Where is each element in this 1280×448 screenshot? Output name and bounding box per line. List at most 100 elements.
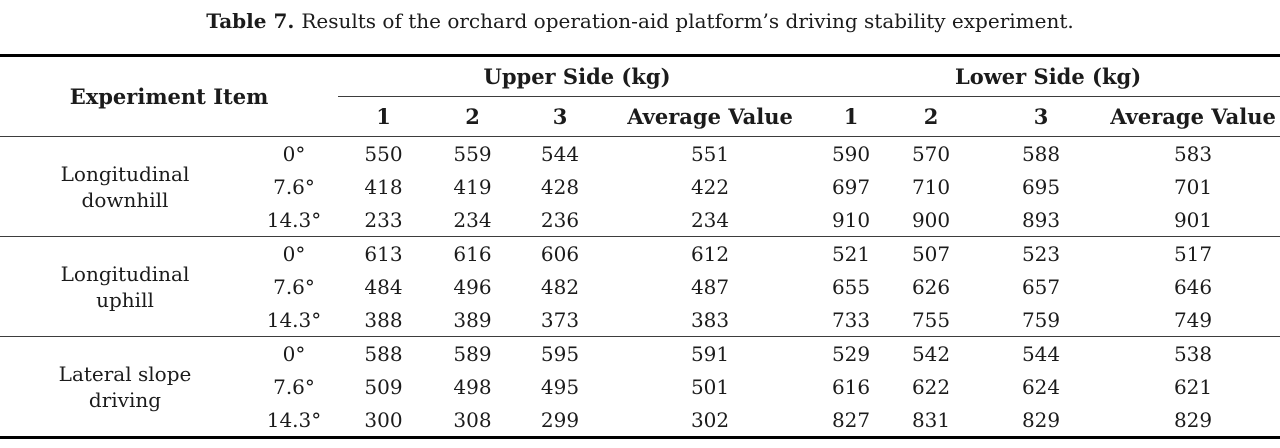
value-cell: 373 [540, 307, 580, 332]
header-row-groups: Experiment Item Upper Side (kg) Lower Si… [0, 55, 1280, 137]
value-cell: 910 [831, 207, 871, 232]
value-cell: 606 [516, 236, 605, 270]
value-cell: 759 [1021, 307, 1061, 332]
value-cell: 234 [453, 207, 492, 232]
table-header: Experiment Item Upper Side (kg) Lower Si… [0, 55, 1280, 137]
header-lower-2: 2 [886, 96, 977, 137]
value-cell: 308 [453, 407, 492, 432]
value-cell: 428 [540, 174, 580, 199]
results-table: Experiment Item Upper Side (kg) Lower Si… [0, 54, 1280, 439]
value-cell: 612 [604, 236, 817, 270]
header-upper-2: 2 [429, 96, 517, 137]
value-cell: 893 [1021, 207, 1061, 232]
value-cell: 733 [831, 307, 871, 332]
value-cell: 829 [1173, 407, 1213, 432]
table-row: Lateral slope driving 0° 588 589 595 591… [0, 336, 1280, 438]
angle-cell: 7.6° [273, 174, 315, 199]
table-row: 14.3° 388 389 373 383 733 755 759 749 [0, 303, 1280, 337]
value-cell: 529 [816, 336, 887, 370]
angle-cell: 7.6° [273, 274, 315, 299]
value-cell: 590 [831, 141, 871, 166]
value-cell: 710 [911, 174, 951, 199]
value-cell: 621 [1173, 374, 1213, 399]
value-cell: 302 [690, 407, 730, 432]
header-upper-1: 1 [338, 96, 430, 137]
value-cell: 487 [690, 274, 730, 299]
value-cell: 624 [1021, 374, 1061, 399]
value-cell: 588 [338, 336, 430, 370]
value-cell: 383 [690, 307, 730, 332]
header-row-subcols: 1 2 3 Average Value 1 2 3 Average Value [0, 96, 1280, 137]
value-cell: 749 [1173, 307, 1213, 332]
angle-cell: 14.3° [266, 207, 322, 232]
value-cell: 616 [831, 374, 871, 399]
table-row: 14.3° 233 234 236 234 910 900 893 901 [0, 203, 1280, 237]
value-cell: 300 [364, 407, 403, 432]
header-lower-average: Average Value [1106, 96, 1280, 137]
experiment-item-label: Longitudinal downhill [60, 161, 190, 212]
experiment-item-label: Longitudinal uphill [60, 261, 190, 312]
value-cell: 550 [364, 141, 403, 166]
value-cell: 234 [690, 207, 730, 232]
value-cell: 551 [690, 141, 730, 166]
value-cell: 419 [453, 174, 492, 199]
angle-cell: 0° [250, 236, 339, 270]
table-caption: Table 7. Results of the orchard operation… [0, 0, 1280, 54]
value-cell: 827 [831, 407, 871, 432]
value-cell: 299 [540, 407, 580, 432]
value-cell: 646 [1173, 274, 1213, 299]
value-cell: 495 [540, 374, 580, 399]
value-cell: 616 [429, 236, 517, 270]
value-cell: 484 [364, 274, 403, 299]
value-cell: 613 [338, 236, 430, 270]
value-cell: 755 [911, 307, 951, 332]
value-cell: 570 [911, 141, 951, 166]
value-cell: 507 [886, 236, 977, 270]
value-cell: 655 [831, 274, 871, 299]
table-row: 14.3° 300 308 299 302 827 831 829 829 [0, 403, 1280, 438]
value-cell: 559 [453, 141, 492, 166]
value-cell: 521 [816, 236, 887, 270]
header-experiment-item: Experiment Item [0, 55, 339, 137]
value-cell: 544 [976, 336, 1107, 370]
angle-cell: 14.3° [266, 307, 322, 332]
value-cell: 542 [886, 336, 977, 370]
value-cell: 482 [540, 274, 580, 299]
header-lower-3: 3 [976, 96, 1107, 137]
header-lower-1: 1 [816, 96, 887, 137]
experiment-item-cell: Longitudinal downhill [0, 137, 250, 237]
value-cell: 695 [1021, 174, 1061, 199]
angle-cell: 0° [250, 336, 339, 370]
value-cell: 422 [690, 174, 730, 199]
table-row: 7.6° 509 498 495 501 616 622 624 621 [0, 370, 1280, 403]
value-cell: 831 [911, 407, 951, 432]
table-row: 7.6° 484 496 482 487 655 626 657 646 [0, 270, 1280, 303]
experiment-item-cell: Longitudinal uphill [0, 236, 250, 337]
value-cell: 496 [453, 274, 492, 299]
value-cell: 591 [604, 336, 817, 370]
value-cell: 517 [1106, 236, 1280, 270]
value-cell: 697 [831, 174, 871, 199]
value-cell: 233 [364, 207, 403, 232]
value-cell: 389 [453, 307, 492, 332]
angle-cell: 7.6° [273, 374, 315, 399]
value-cell: 622 [911, 374, 951, 399]
value-cell: 657 [1021, 274, 1061, 299]
value-cell: 588 [1021, 141, 1061, 166]
angle-cell: 0° [282, 141, 306, 166]
value-cell: 501 [690, 374, 730, 399]
header-lower-side: Lower Side (kg) [816, 55, 1280, 97]
value-cell: 626 [911, 274, 951, 299]
value-cell: 544 [540, 141, 580, 166]
table-row: Longitudinal downhill 0° 550 559 544 551… [0, 137, 1280, 212]
experiment-item-label: Lateral slope driving [58, 361, 192, 412]
table-caption-text: Results of the orchard operation-aid pla… [301, 9, 1074, 33]
value-cell: 701 [1173, 174, 1213, 199]
value-cell: 498 [453, 374, 492, 399]
table-row: 7.6° 418 419 428 422 697 710 695 701 [0, 170, 1280, 203]
table-caption-label: Table 7. [206, 9, 295, 33]
header-upper-3: 3 [516, 96, 605, 137]
value-cell: 236 [540, 207, 580, 232]
header-upper-average: Average Value [604, 96, 817, 137]
